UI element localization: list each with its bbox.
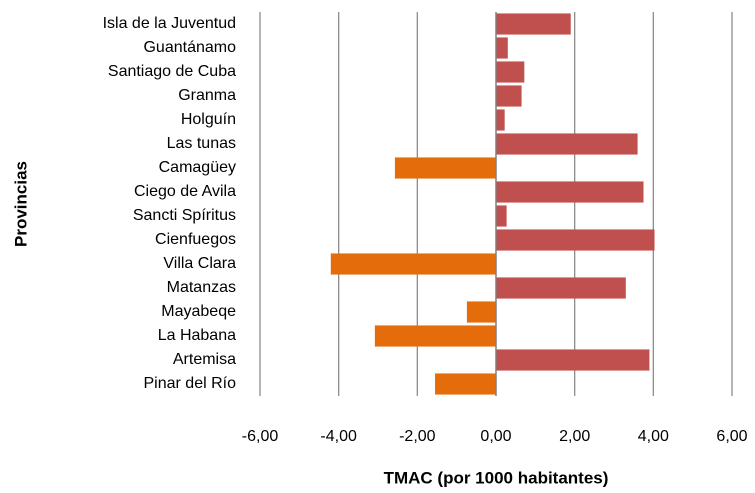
bar (496, 85, 522, 107)
y-tick-label: Pinar del Río (144, 375, 237, 392)
x-axis-label: TMAC (por 1000 habitantes) (384, 468, 609, 487)
y-tick-label: Mayabeqe (161, 303, 236, 320)
x-tick-label: -6,00 (242, 428, 279, 445)
y-tick-label: Matanzas (167, 279, 236, 296)
x-tick-label: -4,00 (320, 428, 357, 445)
y-tick-label: Holguín (181, 111, 236, 128)
x-tick-label: 6,00 (716, 428, 747, 445)
y-tick-label: Sancti Spíritus (133, 207, 236, 224)
y-tick-label: Artemisa (173, 351, 236, 368)
x-tick-label: -2,00 (399, 428, 436, 445)
bar (435, 373, 496, 395)
x-tick-label: 0,00 (480, 428, 511, 445)
y-tick-label: Guantánamo (143, 39, 236, 56)
bar (496, 109, 505, 131)
bar (496, 349, 650, 371)
y-tick-label: Villa Clara (163, 255, 236, 272)
y-tick-label: Las tunas (167, 135, 236, 152)
y-tick-label: Cienfuegos (155, 231, 236, 248)
bar (496, 61, 525, 83)
y-axis-label: Provincias (11, 161, 30, 247)
bar (496, 37, 508, 59)
bar (496, 181, 644, 203)
y-tick-label: Isla de la Juventud (103, 15, 236, 32)
bar (330, 253, 496, 275)
bar (496, 13, 571, 35)
y-tick-label: Camagüey (159, 159, 236, 176)
bar (496, 229, 655, 251)
y-tick-label: Ciego de Avila (134, 183, 236, 200)
y-tick-label: Santiago de Cuba (108, 63, 236, 80)
y-tick-label: La Habana (158, 327, 236, 344)
x-tick-label: 2,00 (559, 428, 590, 445)
bar (466, 301, 496, 323)
bar (496, 133, 638, 155)
bar (496, 277, 626, 299)
x-tick-label: 4,00 (638, 428, 669, 445)
bar (374, 325, 496, 347)
bar (394, 157, 496, 179)
y-tick-label: Granma (178, 87, 236, 104)
bar (496, 205, 507, 227)
